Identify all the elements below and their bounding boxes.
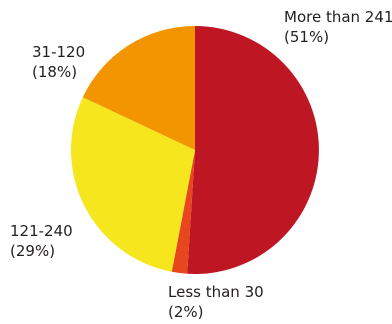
slice-percent-label: (18%) — [32, 63, 78, 81]
slice-category-label: 31-120 — [32, 43, 86, 61]
pie-slice-121-240 — [70, 97, 195, 272]
slice-category-label: More than 241 — [284, 8, 392, 26]
pie-slice-more-than-241 — [187, 26, 319, 274]
slice-percent-label: (51%) — [284, 28, 330, 46]
slice-category-label: 121-240 — [10, 222, 73, 240]
slice-category-label: Less than 30 — [168, 283, 264, 301]
pie-slice-less-than-30 — [171, 150, 195, 274]
slice-label-less-than-30: Less than 30 (2%) — [168, 282, 264, 322]
slice-percent-label: (29%) — [10, 242, 56, 260]
slice-percent-label: (2%) — [168, 303, 204, 321]
slice-label-121-240: 121-240 (29%) — [10, 221, 73, 261]
pie-slice-31-120 — [82, 26, 195, 150]
slice-label-more-than-241: More than 241 (51%) — [284, 7, 392, 47]
slice-label-31-120: 31-120 (18%) — [32, 42, 85, 82]
